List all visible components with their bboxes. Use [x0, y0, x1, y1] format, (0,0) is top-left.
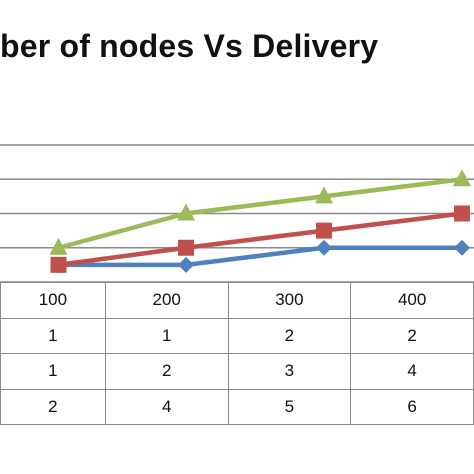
series-2-point-2 — [178, 239, 194, 256]
table-header-row-cell: 300 — [227, 282, 352, 319]
series-2-point-3 — [316, 222, 332, 239]
table-row-series-1-cell: 2 — [227, 317, 352, 354]
series-1-point-2 — [178, 256, 194, 273]
series-1-point-4 — [454, 239, 470, 256]
table-header-row: 100 200 300 400 — [0, 282, 474, 319]
table-row-series-3-cell: 4 — [104, 388, 229, 425]
series-1-point-3 — [316, 239, 332, 256]
plot-area — [0, 144, 474, 282]
series-3-point-4 — [453, 169, 471, 187]
table-row-series-1-cell: 1 — [104, 317, 229, 354]
series-line-3 — [57, 177, 463, 250]
table-header-row-cell: 200 — [104, 282, 229, 319]
series-line-2 — [58, 211, 463, 268]
data-table: 100 200 300 400 1 1 2 2 1 2 3 4 2 4 5 6 — [0, 282, 474, 425]
table-header-row-cell: 100 — [0, 282, 106, 319]
series-line-1 — [58, 245, 462, 268]
series-2-point-1 — [50, 256, 67, 273]
table-row-series-1-cell: 2 — [350, 317, 474, 354]
table-row-series-2-cell: 1 — [0, 353, 106, 390]
table-row-series-2-cell: 2 — [104, 353, 229, 390]
chart-title: ber of nodes Vs Delivery — [0, 28, 379, 64]
series-3-point-3 — [315, 186, 333, 204]
series-3-point-1 — [49, 237, 68, 255]
table-row-series-3-cell: 6 — [350, 388, 474, 425]
table-row-series-2-cell: 4 — [350, 353, 474, 390]
series-3-point-2 — [177, 203, 195, 221]
series-2-point-4 — [454, 205, 470, 222]
table-row-series-1-cell: 1 — [0, 317, 106, 354]
table-row-series-2-cell: 3 — [227, 353, 352, 390]
series-layer — [49, 169, 471, 273]
table-row-series-3-cell: 2 — [0, 388, 106, 425]
table-header-row-cell: 400 — [350, 282, 474, 319]
table-row-series-3-cell: 5 — [227, 388, 352, 425]
